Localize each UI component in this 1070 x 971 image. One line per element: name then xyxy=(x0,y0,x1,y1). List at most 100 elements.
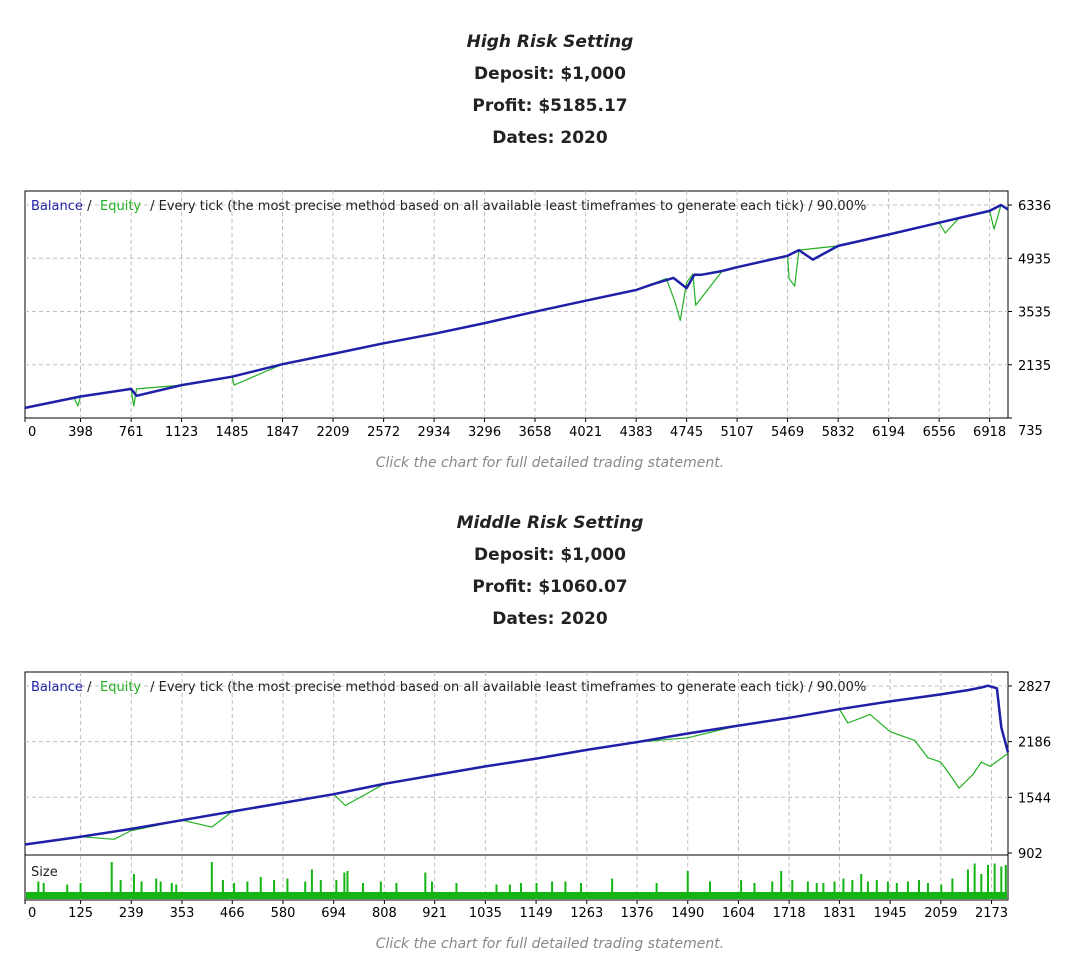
legend-equity: Equity xyxy=(100,680,141,695)
x-tick-label: 466 xyxy=(220,906,245,921)
balance-line xyxy=(24,203,1009,410)
size-bar xyxy=(875,880,878,892)
dates-text: Dates: 2020 xyxy=(492,609,608,629)
size-bar xyxy=(951,878,954,892)
size-bar xyxy=(159,881,162,892)
size-bar xyxy=(906,881,909,892)
x-tick-label: 5107 xyxy=(721,425,754,440)
size-bar xyxy=(508,884,511,892)
x-tick-label: 694 xyxy=(321,906,346,921)
dates-text: Dates: 2020 xyxy=(492,128,608,148)
size-bar xyxy=(815,883,818,892)
profit-text: Profit: $1060.07 xyxy=(472,577,628,597)
middle-risk-chart-svg[interactable]: Balance / Equity / Every tick (the most … xyxy=(0,667,1070,927)
y-tick-label: 4935 xyxy=(1018,252,1051,267)
y-tick-label: 2827 xyxy=(1018,680,1051,695)
y-tick-label: 3535 xyxy=(1018,306,1051,321)
size-bar xyxy=(579,883,582,892)
plot-frame xyxy=(24,190,1009,419)
chart-caption-link[interactable]: Click the chart for full detailed tradin… xyxy=(375,936,725,952)
size-bar xyxy=(37,881,40,892)
size-bar xyxy=(551,881,554,892)
size-bar xyxy=(895,883,898,892)
size-bar xyxy=(110,862,113,892)
x-tick-label: 1604 xyxy=(722,906,755,921)
size-bar xyxy=(495,884,498,892)
high-risk-chart-svg[interactable]: Balance / Equity / Every tick (the most … xyxy=(0,186,1070,446)
size-bar xyxy=(379,881,382,892)
size-panel-label: Size xyxy=(31,865,58,880)
size-bar xyxy=(986,865,989,892)
x-tick-label: 353 xyxy=(170,906,195,921)
legend-method: / Every tick (the most precise method ba… xyxy=(146,199,866,214)
x-tick-label: 0 xyxy=(28,425,36,440)
x-tick-label: 239 xyxy=(119,906,144,921)
size-bar xyxy=(286,878,289,892)
x-tick-label: 3296 xyxy=(468,425,501,440)
y-tick-label: 735 xyxy=(1018,424,1043,439)
x-tick-label: 1945 xyxy=(874,906,907,921)
x-tick-label: 2173 xyxy=(975,906,1008,921)
size-bar xyxy=(210,862,213,892)
size-bar xyxy=(535,883,538,892)
size-bar xyxy=(611,878,614,892)
x-tick-label: 0 xyxy=(28,906,36,921)
size-bar xyxy=(259,877,262,892)
x-tick-label: 5832 xyxy=(822,425,855,440)
size-bar xyxy=(395,883,398,892)
size-bar xyxy=(833,881,836,892)
size-bar xyxy=(655,883,658,892)
size-bar xyxy=(806,881,809,892)
x-tick-label: 1847 xyxy=(266,425,299,440)
x-tick-label: 1490 xyxy=(671,906,704,921)
high-risk-chart[interactable]: Balance / Equity / Every tick (the most … xyxy=(0,186,1070,446)
x-tick-label: 580 xyxy=(271,906,296,921)
x-tick-label: 6194 xyxy=(872,425,905,440)
x-tick-label: 1831 xyxy=(823,906,856,921)
legend-equity: Equity xyxy=(100,199,141,214)
x-tick-label: 125 xyxy=(68,906,93,921)
size-bar xyxy=(851,880,854,892)
size-bar xyxy=(273,880,276,892)
size-bar xyxy=(918,880,921,892)
size-bar xyxy=(993,863,996,892)
x-tick-label: 4745 xyxy=(670,425,703,440)
legend-balance: Balance xyxy=(31,199,83,214)
size-bar xyxy=(926,883,929,892)
size-bar xyxy=(221,880,224,892)
deposit-text: Deposit: $1,000 xyxy=(474,545,626,565)
legend-sep: / xyxy=(83,680,96,695)
x-tick-label: 1485 xyxy=(216,425,249,440)
size-bar xyxy=(140,881,143,892)
x-tick-label: 921 xyxy=(422,906,447,921)
size-bar xyxy=(940,884,943,892)
y-tick-label: 2186 xyxy=(1018,736,1051,751)
size-bar xyxy=(519,883,522,892)
x-tick-label: 2572 xyxy=(367,425,400,440)
size-bar xyxy=(708,881,711,892)
size-bar xyxy=(1000,866,1003,892)
x-tick-label: 2934 xyxy=(418,425,451,440)
size-bar xyxy=(175,884,178,892)
size-bar xyxy=(155,878,158,892)
size-bar xyxy=(170,883,173,892)
size-bar xyxy=(564,881,567,892)
legend-sep: / xyxy=(83,199,96,214)
legend-method: / Every tick (the most precise method ba… xyxy=(146,680,866,695)
size-bar xyxy=(343,872,346,892)
size-bar xyxy=(346,871,349,892)
x-tick-label: 2209 xyxy=(316,425,349,440)
size-bar xyxy=(973,863,976,892)
size-bar xyxy=(1004,865,1007,892)
y-tick-label: 6336 xyxy=(1018,199,1051,214)
size-bar xyxy=(753,883,756,892)
chart-caption-link[interactable]: Click the chart for full detailed tradin… xyxy=(375,455,725,471)
size-bar xyxy=(42,883,45,892)
x-tick-label: 1149 xyxy=(520,906,553,921)
middle-risk-chart[interactable]: Balance / Equity / Every tick (the most … xyxy=(0,667,1070,927)
legend-balance: Balance xyxy=(31,680,83,695)
x-tick-label: 1123 xyxy=(165,425,198,440)
x-tick-label: 6556 xyxy=(923,425,956,440)
x-tick-label: 4021 xyxy=(569,425,602,440)
size-bar xyxy=(980,874,983,892)
